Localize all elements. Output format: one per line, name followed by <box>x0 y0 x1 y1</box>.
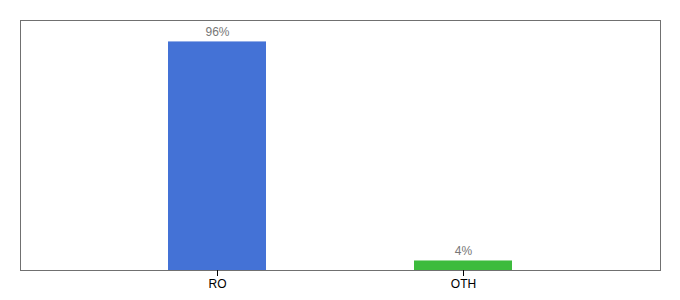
svg-text:RO: RO <box>209 277 227 291</box>
svg-text:4%: 4% <box>455 244 473 258</box>
svg-text:96%: 96% <box>205 25 229 39</box>
svg-text:OTH: OTH <box>451 277 476 291</box>
